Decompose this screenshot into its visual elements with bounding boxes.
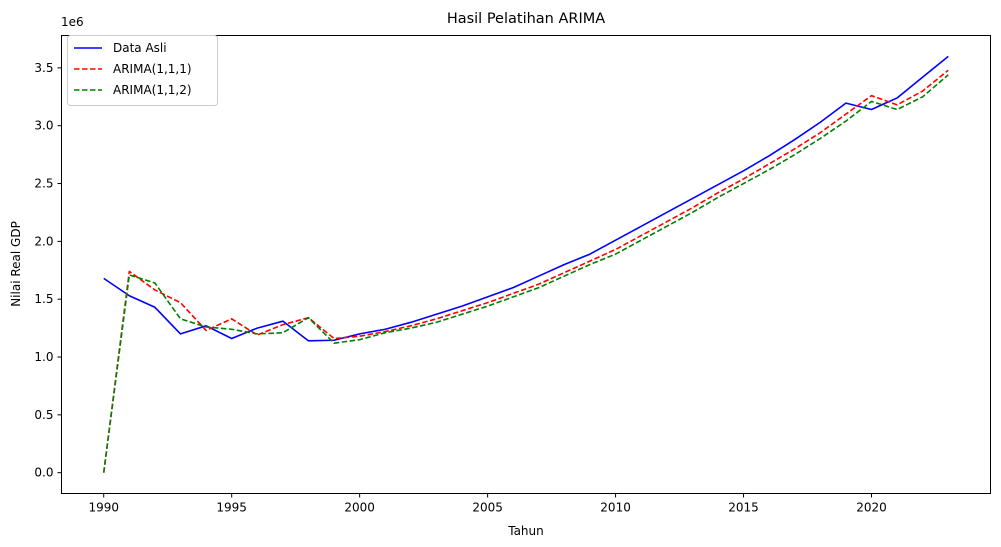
y-tick-label: 0.5 bbox=[34, 408, 53, 422]
series-line-2 bbox=[102, 69, 949, 473]
plot-frame bbox=[61, 35, 991, 494]
x-tick-label: 2020 bbox=[856, 501, 887, 515]
x-tick-label: 2015 bbox=[728, 501, 759, 515]
legend-label-1: Data Asli bbox=[113, 41, 167, 55]
legend-label-2: ARIMA(1,1,1) bbox=[113, 62, 192, 76]
y-axis-label: Nilai Real GDP bbox=[9, 221, 23, 307]
y-tick-label: 1.5 bbox=[34, 292, 53, 306]
x-tick-label: 2010 bbox=[600, 501, 631, 515]
series-line-3 bbox=[102, 74, 949, 473]
y-scale-label: 1e6 bbox=[61, 15, 84, 29]
x-tick-label: 2000 bbox=[344, 501, 375, 515]
series-line-1 bbox=[103, 55, 949, 342]
legend-items: Data Asli ARIMA(1,1,1) ARIMA(1,1,2) bbox=[74, 41, 192, 97]
legend-label-3: ARIMA(1,1,2) bbox=[113, 83, 192, 97]
y-tick-label: 2.0 bbox=[34, 234, 53, 248]
x-tick-label: 1990 bbox=[88, 501, 119, 515]
y-tick-label: 3.0 bbox=[34, 119, 53, 133]
legend-box bbox=[67, 35, 218, 106]
x-axis-ticks: 1990 1995 2000 2005 2010 2015 2020 bbox=[88, 493, 887, 515]
x-axis-label: Tahun bbox=[507, 524, 544, 538]
chart-title: Hasil Pelatihan ARIMA bbox=[447, 11, 605, 27]
x-tick-label: 2005 bbox=[472, 501, 503, 515]
y-tick-label: 2.5 bbox=[34, 177, 53, 191]
y-tick-label: 0.0 bbox=[34, 466, 53, 480]
series-layer bbox=[102, 55, 949, 473]
y-tick-label: 1.0 bbox=[34, 350, 53, 364]
y-axis-ticks: 0.0 0.5 1.0 1.5 2.0 2.5 3.0 3.5 bbox=[34, 61, 62, 480]
x-tick-label: 1995 bbox=[216, 501, 247, 515]
y-tick-label: 3.5 bbox=[34, 61, 53, 75]
legend: Data Asli ARIMA(1,1,1) ARIMA(1,1,2) bbox=[67, 35, 218, 106]
